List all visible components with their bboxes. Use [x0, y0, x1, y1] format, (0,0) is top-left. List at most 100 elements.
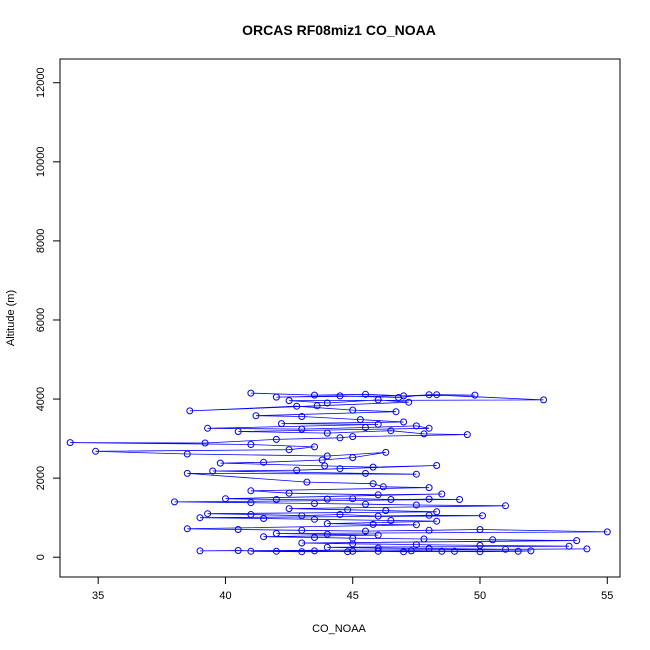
y-tick-label: 10000 — [35, 147, 47, 178]
data-point — [234, 547, 242, 554]
data-point — [387, 496, 395, 503]
y-tick-label: 12000 — [35, 67, 47, 98]
data-point — [405, 398, 413, 406]
data-point — [583, 545, 591, 553]
data-point — [425, 545, 433, 552]
data-point — [476, 526, 484, 533]
data-point — [323, 543, 331, 551]
data-point — [222, 495, 229, 503]
data-point — [369, 520, 377, 528]
data-point — [336, 511, 344, 518]
data-point — [425, 511, 433, 519]
data-point — [425, 424, 433, 432]
data-point — [362, 424, 369, 431]
data-point — [433, 391, 441, 399]
data-point — [382, 507, 390, 515]
data-point — [471, 391, 479, 399]
data-point — [298, 512, 306, 520]
data-point — [456, 496, 464, 503]
data-point — [311, 515, 318, 523]
data-point — [362, 469, 369, 477]
data-point — [382, 448, 390, 456]
data-point — [216, 459, 224, 467]
data-point — [344, 548, 352, 556]
x-axis: 35 40 45 50 55 — [92, 577, 613, 602]
data-point — [209, 467, 217, 475]
data-point — [425, 484, 433, 492]
y-axis-label: Altitude (m) — [5, 290, 17, 346]
data-point — [412, 422, 420, 430]
data-point — [323, 452, 331, 460]
data-point — [412, 541, 420, 549]
data-point — [66, 439, 74, 447]
data-point — [344, 506, 352, 514]
data-point — [425, 391, 433, 399]
data-point — [234, 428, 242, 435]
chart-title: ORCAS RF08miz1 CO_NOAA — [242, 22, 436, 38]
data-point — [293, 466, 301, 474]
data-point — [369, 463, 377, 471]
data-point — [313, 402, 321, 410]
data-point — [349, 406, 357, 414]
data-point — [278, 420, 285, 428]
data-point — [196, 514, 204, 522]
data-point — [272, 530, 280, 537]
data-point — [412, 470, 420, 478]
data-point — [412, 521, 420, 529]
data-point — [298, 526, 306, 534]
data-point — [502, 502, 509, 510]
data-point — [285, 505, 293, 513]
data-point — [573, 537, 581, 545]
data-point — [323, 429, 331, 437]
data-point — [298, 548, 306, 556]
data-point — [356, 416, 364, 424]
data-point — [183, 525, 191, 533]
data-point — [298, 425, 306, 433]
data-point — [336, 465, 344, 473]
y-tick-label: 0 — [35, 554, 47, 560]
data-point — [298, 413, 306, 420]
x-tick-label: 45 — [347, 590, 359, 602]
data-point — [260, 515, 268, 522]
y-tick-label: 2000 — [35, 466, 47, 490]
data-point — [392, 408, 400, 416]
data-point — [374, 396, 382, 404]
data-point — [311, 534, 318, 541]
data-point — [247, 511, 255, 518]
x-tick-label: 40 — [219, 590, 231, 602]
data-point — [272, 393, 280, 401]
data-point — [323, 495, 331, 503]
data-point — [336, 434, 344, 442]
data-point — [171, 498, 178, 506]
data-point — [298, 539, 306, 547]
data-point — [285, 446, 293, 454]
data-point — [362, 500, 369, 508]
data-point — [311, 500, 318, 507]
data-point — [374, 547, 382, 555]
data-point — [451, 547, 458, 555]
data-point — [420, 430, 428, 438]
data-point — [196, 547, 204, 555]
data-point — [362, 527, 369, 535]
data-point — [379, 483, 387, 491]
data-point — [395, 394, 402, 401]
data-point — [369, 480, 377, 488]
y-tick-label: 8000 — [35, 229, 47, 253]
data-point — [183, 450, 191, 458]
data-point — [425, 495, 433, 503]
data-point — [400, 548, 408, 556]
data-point — [374, 491, 382, 499]
data-point — [252, 412, 260, 420]
data-point — [349, 547, 357, 555]
data-point — [374, 531, 382, 539]
data-point — [476, 548, 484, 556]
data-point — [425, 526, 433, 534]
data-point — [349, 495, 357, 503]
plot-frame — [59, 58, 621, 578]
data-point — [186, 407, 194, 415]
data-point — [247, 487, 255, 495]
data-point — [201, 439, 209, 447]
data-point — [463, 431, 471, 439]
data-point — [565, 542, 573, 550]
